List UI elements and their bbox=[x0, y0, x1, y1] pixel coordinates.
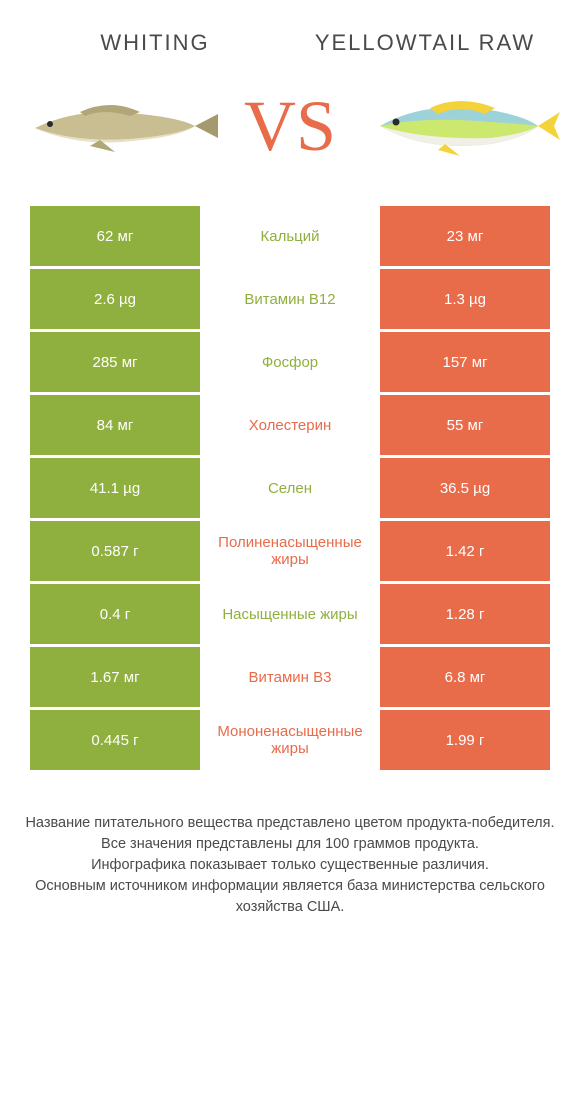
table-row: 62 мгКальций23 мг bbox=[30, 206, 550, 266]
left-product-title: WHITING bbox=[20, 30, 290, 56]
right-product-illustration bbox=[360, 76, 560, 176]
table-row: 285 мгФосфор157 мг bbox=[30, 332, 550, 392]
table-row: 1.67 мгВитамин B36.8 мг bbox=[30, 647, 550, 707]
right-value-cell: 1.3 µg bbox=[380, 269, 550, 329]
right-value-cell: 23 мг bbox=[380, 206, 550, 266]
nutrient-name-cell: Витамин B3 bbox=[200, 647, 380, 707]
left-value-cell: 84 мг bbox=[30, 395, 200, 455]
table-row: 0.4 гНасыщенные жиры1.28 г bbox=[30, 584, 550, 644]
right-value-cell: 36.5 µg bbox=[380, 458, 550, 518]
left-value-cell: 0.587 г bbox=[30, 521, 200, 581]
left-value-cell: 285 мг bbox=[30, 332, 200, 392]
table-row: 41.1 µgСелен36.5 µg bbox=[30, 458, 550, 518]
header: WHITING YELLOWTAIL RAW bbox=[0, 0, 580, 66]
left-value-cell: 2.6 µg bbox=[30, 269, 200, 329]
right-value-cell: 6.8 мг bbox=[380, 647, 550, 707]
right-value-cell: 1.28 г bbox=[380, 584, 550, 644]
nutrient-name-cell: Фосфор bbox=[200, 332, 380, 392]
table-row: 0.587 гПолиненасыщенные жиры1.42 г bbox=[30, 521, 550, 581]
footnote-line: Основным источником информации является … bbox=[20, 876, 560, 918]
table-row: 2.6 µgВитамин B121.3 µg bbox=[30, 269, 550, 329]
nutrient-name-cell: Селен bbox=[200, 458, 380, 518]
right-value-cell: 1.99 г bbox=[380, 710, 550, 770]
vs-row: VS bbox=[0, 66, 580, 206]
right-value-cell: 157 мг bbox=[380, 332, 550, 392]
footnote: Название питательного вещества представл… bbox=[0, 773, 580, 918]
comparison-table: 62 мгКальций23 мг2.6 µgВитамин B121.3 µg… bbox=[30, 206, 550, 770]
left-value-cell: 0.445 г bbox=[30, 710, 200, 770]
nutrient-name-cell: Витамин B12 bbox=[200, 269, 380, 329]
table-row: 0.445 гМононенасыщенные жиры1.99 г bbox=[30, 710, 550, 770]
left-value-cell: 0.4 г bbox=[30, 584, 200, 644]
footnote-line: Название питательного вещества представл… bbox=[20, 813, 560, 834]
left-value-cell: 41.1 µg bbox=[30, 458, 200, 518]
nutrient-name-cell: Кальций bbox=[200, 206, 380, 266]
footnote-line: Инфографика показывает только существенн… bbox=[20, 855, 560, 876]
left-value-cell: 1.67 мг bbox=[30, 647, 200, 707]
right-value-cell: 55 мг bbox=[380, 395, 550, 455]
table-row: 84 мгХолестерин55 мг bbox=[30, 395, 550, 455]
nutrient-name-cell: Мононенасыщенные жиры bbox=[200, 710, 380, 770]
right-value-cell: 1.42 г bbox=[380, 521, 550, 581]
vs-label: VS bbox=[244, 85, 336, 168]
whiting-fish-icon bbox=[20, 86, 220, 166]
nutrient-name-cell: Холестерин bbox=[200, 395, 380, 455]
yellowtail-fish-icon bbox=[360, 86, 560, 166]
right-product-title: YELLOWTAIL RAW bbox=[290, 30, 560, 56]
footnote-line: Все значения представлены для 100 граммо… bbox=[20, 834, 560, 855]
nutrient-name-cell: Насыщенные жиры bbox=[200, 584, 380, 644]
left-product-illustration bbox=[20, 76, 220, 176]
left-value-cell: 62 мг bbox=[30, 206, 200, 266]
nutrient-name-cell: Полиненасыщенные жиры bbox=[200, 521, 380, 581]
